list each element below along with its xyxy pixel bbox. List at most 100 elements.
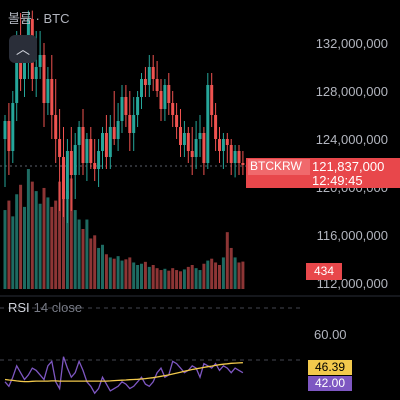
volume-bar	[221, 257, 225, 289]
candle	[167, 73, 171, 115]
volume-bar	[11, 216, 15, 289]
volume-bar	[101, 244, 104, 289]
candle	[233, 145, 237, 178]
candle	[7, 103, 11, 175]
candle	[221, 133, 225, 169]
candle	[108, 115, 112, 169]
candle-body	[159, 91, 163, 109]
volume-bar	[38, 203, 42, 289]
candle-body	[11, 103, 15, 151]
candle-body	[233, 151, 237, 163]
candle-body	[190, 151, 194, 157]
volume-bar	[104, 254, 108, 289]
volume-bar	[58, 181, 62, 289]
candle	[182, 121, 186, 157]
candle-body	[112, 127, 116, 139]
volume-bar	[73, 210, 77, 289]
candle-body	[7, 121, 11, 151]
candle-body	[85, 139, 89, 163]
volume-bar	[143, 261, 147, 289]
volume-bar	[46, 197, 50, 289]
candle-body	[167, 85, 171, 103]
candle-body	[206, 85, 210, 163]
volume-bar	[159, 270, 163, 289]
candle	[163, 79, 167, 121]
candle-body	[136, 97, 140, 115]
rsi-ma-value-label: 46.39	[308, 360, 352, 375]
volume-bar	[65, 191, 69, 289]
volume-bar	[3, 210, 7, 289]
volume-bar	[69, 178, 73, 289]
candle	[171, 91, 175, 127]
candle-body	[101, 133, 104, 151]
volume-bar	[225, 232, 229, 289]
volume-bar	[233, 257, 237, 289]
candle	[202, 127, 206, 175]
volume-bar	[77, 219, 81, 289]
volume-bar	[202, 263, 206, 289]
symbol-label: BTCKRW	[248, 159, 310, 175]
volume-bar	[124, 259, 128, 289]
volume-bar	[171, 268, 175, 289]
chart-header-title: 볼륨 · BTC	[8, 11, 70, 26]
candle-body	[46, 79, 50, 103]
volume-bar	[190, 265, 194, 289]
candle	[159, 79, 163, 121]
volume-bar	[23, 206, 26, 289]
volume-bar	[241, 261, 245, 289]
volume-bar	[85, 219, 89, 289]
candle-body	[93, 163, 97, 169]
candle	[58, 109, 62, 211]
rsi-title[interactable]: RSI 14 close	[8, 300, 82, 315]
candle	[69, 127, 73, 211]
candle-body	[237, 151, 241, 163]
candle	[11, 91, 15, 163]
volume-bar	[179, 271, 182, 289]
candle-body	[194, 139, 198, 157]
candle-body	[69, 151, 73, 175]
candle-body	[42, 55, 46, 103]
candle	[210, 73, 214, 127]
candle-body	[23, 55, 26, 79]
candle-body	[58, 139, 62, 157]
price-tick-label: 116,000,000	[316, 228, 388, 243]
candle	[214, 103, 218, 151]
candle-body	[140, 79, 143, 97]
candle-body	[132, 115, 136, 133]
volume-bar	[26, 169, 30, 289]
candle-body	[147, 67, 151, 85]
volume-bar	[50, 206, 54, 289]
candle	[198, 115, 202, 157]
volume-bar	[151, 265, 155, 289]
candle-body	[34, 67, 38, 79]
candle-body	[108, 127, 112, 157]
candle	[186, 127, 190, 163]
candle	[50, 55, 54, 139]
volume-bar	[128, 257, 132, 289]
volume-bar	[132, 262, 136, 289]
candle	[143, 67, 147, 97]
candle	[73, 133, 77, 199]
candle	[81, 109, 85, 175]
volume-bar	[186, 266, 190, 289]
candle	[112, 91, 116, 145]
volume-bar	[136, 265, 140, 289]
collapse-button[interactable]: ︿	[9, 35, 37, 63]
candle-body	[229, 145, 233, 163]
volume-last-label: 434	[306, 263, 342, 280]
candle	[85, 133, 89, 181]
candle-body	[62, 157, 65, 199]
candle	[54, 79, 58, 163]
price-tick-label: 124,000,000	[315, 132, 388, 147]
candle-body	[163, 85, 167, 109]
volume-bar	[54, 200, 58, 289]
candle-body	[50, 79, 54, 115]
candle	[241, 151, 245, 175]
volume-bar	[19, 184, 23, 289]
candle	[65, 139, 69, 223]
volume-bar	[194, 268, 198, 289]
volume-bar	[163, 268, 167, 289]
volume-bar	[89, 238, 93, 289]
candlesticks	[3, 10, 245, 223]
